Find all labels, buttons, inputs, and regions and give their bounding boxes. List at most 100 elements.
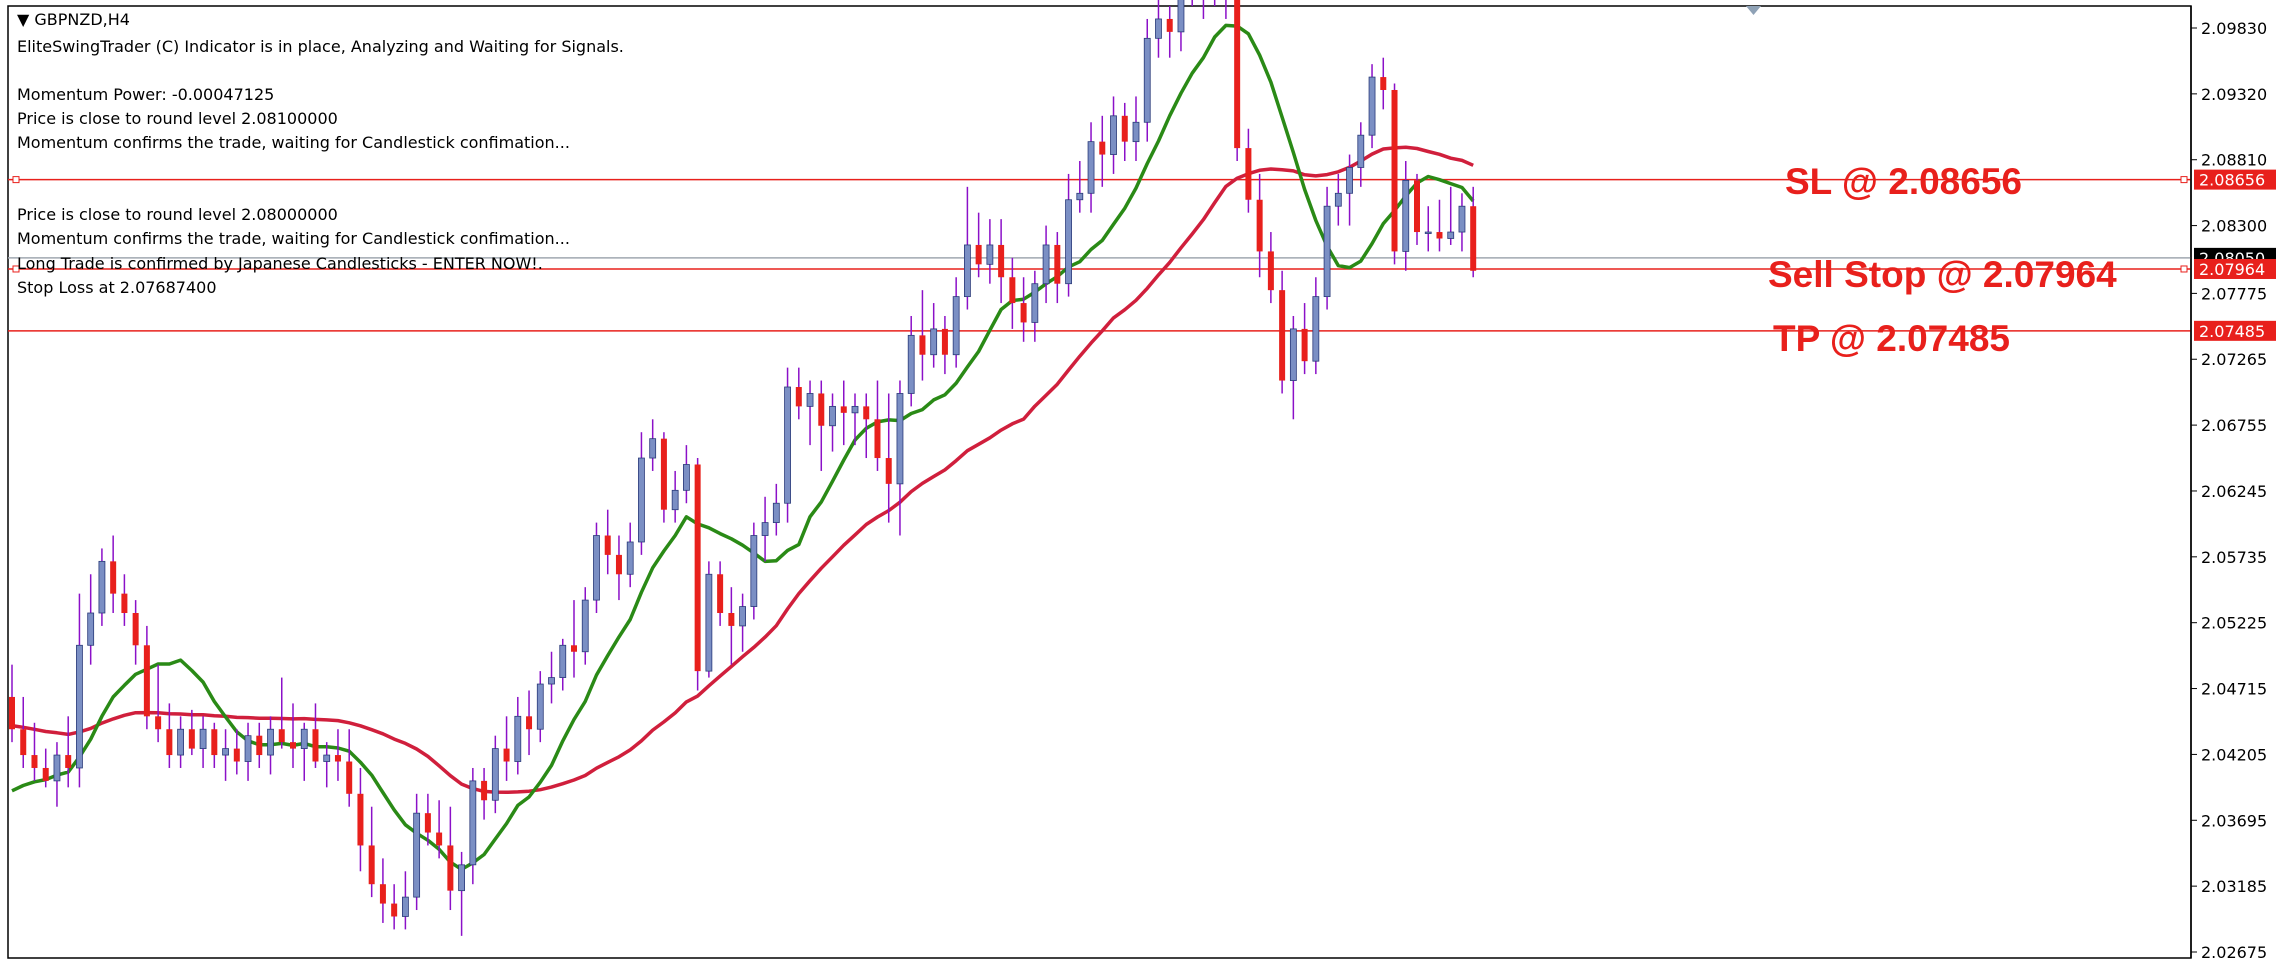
bear-candle-body: [874, 419, 881, 459]
bull-candle-body: [1143, 37, 1151, 123]
bull-candle-body: [705, 573, 713, 672]
stop-loss-line: Stop Loss at 2.07687400: [17, 278, 217, 297]
bull-candle-body: [1155, 18, 1162, 39]
bear-candle-body: [42, 767, 49, 781]
candle-94: [1065, 173, 1072, 297]
candle-71: [806, 380, 814, 446]
candle-88: [998, 219, 1005, 304]
candle-113: [1279, 270, 1286, 394]
bull-candle-body: [1031, 283, 1039, 323]
bull-candle-body: [930, 328, 938, 356]
price-tick-label: 2.04715: [2201, 680, 2267, 699]
candle-69: [784, 367, 791, 523]
candle-98: [1110, 96, 1117, 174]
price-tick-label: 2.03695: [2201, 811, 2267, 830]
candle-114: [1289, 315, 1297, 420]
candle-64: [728, 587, 735, 665]
bull-candle-body: [1042, 244, 1050, 285]
bull-candle-body: [244, 735, 252, 762]
candle-11: [132, 600, 139, 665]
bear-candle-body: [885, 458, 892, 484]
price-tick-label: 2.06755: [2201, 416, 2267, 435]
bull-candle-body: [401, 896, 409, 917]
candle-105: [1191, 0, 1193, 7]
bull-candle-body: [1424, 231, 1432, 234]
round-level-line-1: Price is close to round level 2.08100000: [17, 109, 338, 128]
bear-candle-body: [211, 729, 218, 756]
candle-81: [919, 290, 926, 381]
candle-111: [1256, 173, 1263, 278]
round-level-line-2: Price is close to round level 2.08000000: [17, 205, 338, 224]
candle-76: [863, 393, 870, 459]
candle-50: [571, 600, 577, 678]
candle-51: [581, 587, 589, 665]
candle-54: [615, 535, 622, 601]
sl-price-tag: 2.08656: [2199, 171, 2265, 190]
candle-59: [671, 470, 679, 523]
bull-candle-body: [671, 489, 679, 511]
candle-5: [65, 716, 72, 788]
price-tick-label: 2.05225: [2201, 614, 2267, 633]
candle-62: [705, 561, 713, 678]
dropdown-triangle-icon[interactable]: ▼: [17, 10, 30, 29]
bull-candle-body: [76, 644, 83, 769]
candle-0: [9, 664, 15, 743]
candle-66: [750, 522, 758, 620]
candle-44: [503, 716, 510, 781]
candle-125: [1414, 173, 1420, 245]
bear-candle-body: [1414, 180, 1420, 233]
bull-candle-body: [772, 502, 780, 524]
bear-candle-body: [391, 903, 398, 917]
bull-candle-body: [1065, 199, 1072, 285]
bull-candle-body: [952, 296, 960, 356]
candle-80: [907, 315, 915, 407]
bull-candle-body: [469, 780, 477, 866]
bull-candle-body: [1177, 0, 1185, 33]
candle-39: [447, 806, 454, 911]
candle-48: [548, 651, 555, 704]
price-tick-label: 2.03185: [2201, 877, 2267, 896]
candle-31: [357, 767, 364, 872]
bear-candle-body: [941, 328, 948, 355]
bull-candle-body: [536, 683, 544, 730]
bull-candle-body: [300, 728, 308, 750]
candle-20: [233, 729, 240, 775]
candle-108: [1225, 0, 1227, 19]
bear-candle-body: [526, 716, 533, 730]
bull-candle-body: [177, 728, 185, 756]
candle-103: [1166, 6, 1173, 58]
bull-candle-body: [514, 715, 522, 762]
candle-68: [772, 483, 780, 536]
bear-candle-body: [346, 761, 353, 794]
sell-stop-level-line-right-handle: [2180, 265, 2188, 273]
candle-87: [986, 219, 994, 284]
candle-120: [1357, 122, 1365, 187]
bull-candle-body: [548, 677, 555, 685]
candle-57: [649, 419, 657, 471]
candle-41: [469, 767, 477, 885]
price-tick-label: 2.08300: [2201, 217, 2267, 236]
bull-candle-body: [1312, 296, 1320, 362]
bear-candle-body: [155, 716, 162, 730]
candle-78: [885, 393, 892, 523]
bull-candle-body: [413, 812, 421, 898]
price-tick-label: 2.07775: [2201, 284, 2267, 303]
candle-19: [222, 729, 229, 781]
bull-candle-body: [1334, 192, 1342, 207]
candle-24: [278, 677, 285, 749]
candle-17: [199, 716, 207, 768]
candle-26: [300, 722, 308, 781]
bear-candle-body: [571, 645, 577, 652]
bear-candle-body: [1470, 206, 1477, 271]
candle-15: [177, 716, 185, 768]
chart-shift-marker-icon[interactable]: [1746, 6, 1761, 15]
candle-126: [1424, 206, 1432, 252]
candle-99: [1121, 102, 1128, 162]
bear-candle-body: [1301, 328, 1308, 362]
bear-candle-body: [233, 748, 240, 762]
bear-candle-body: [863, 406, 870, 420]
candle-14: [166, 703, 173, 768]
bull-candle-body: [1346, 167, 1353, 194]
candle-47: [536, 671, 544, 743]
